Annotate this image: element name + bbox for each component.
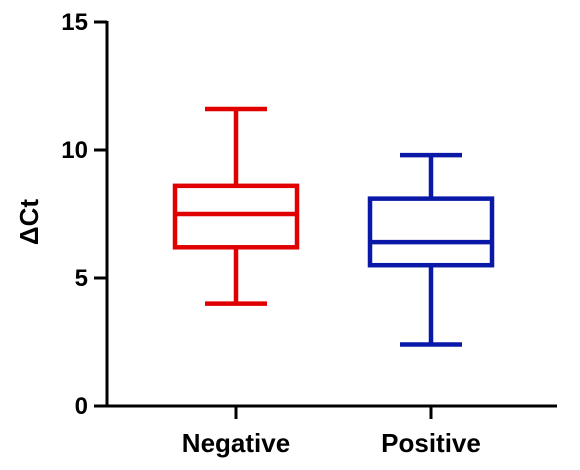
boxes	[172, 106, 495, 347]
iqr-box	[367, 196, 495, 268]
box-positive	[367, 152, 495, 347]
x-tick-label-positive: Positive	[381, 428, 481, 458]
x-axis: Negative Positive	[105, 404, 557, 458]
y-tick-label: 10	[61, 137, 88, 164]
y-axis: 0 5 10 15	[61, 9, 109, 420]
y-tick-label: 15	[61, 9, 88, 36]
x-tick-label-negative: Negative	[182, 428, 290, 458]
box-negative	[172, 106, 300, 306]
iqr-box	[172, 183, 300, 250]
y-tick-label: 5	[75, 265, 88, 292]
y-tick-label: 0	[75, 393, 88, 420]
y-axis-title: ΔCt	[14, 199, 44, 245]
